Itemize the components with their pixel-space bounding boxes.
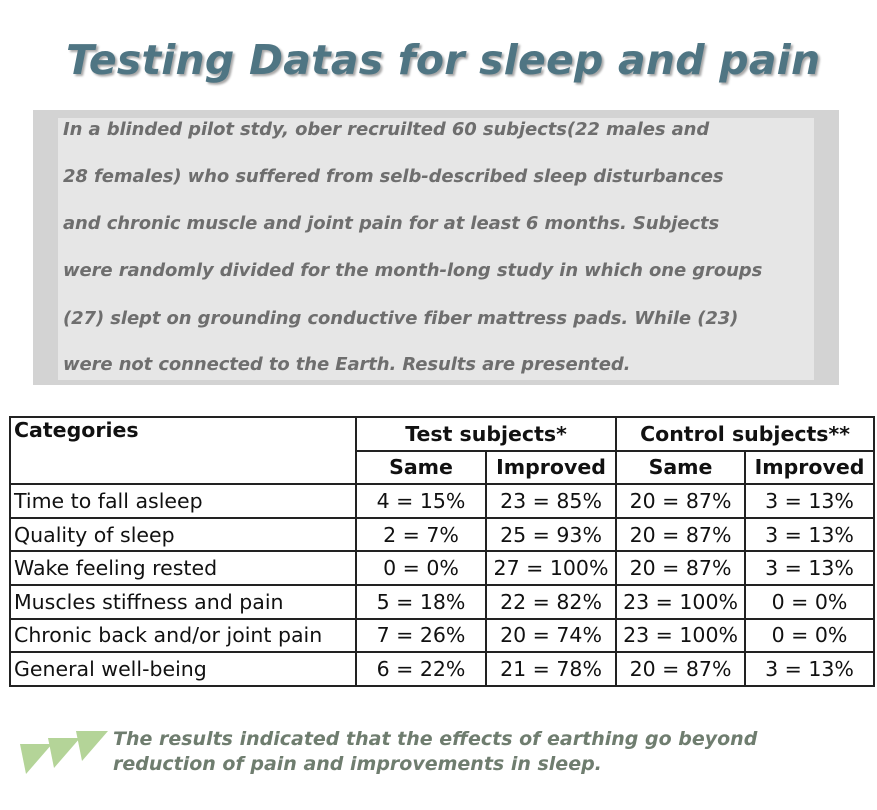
table-row: General well-being 6 = 22% 21 = 78% 20 =…	[9, 651, 876, 687]
row-category: Wake feeling rested	[9, 550, 357, 586]
row-category: Muscles stiffness and pain	[9, 583, 357, 620]
footer-note: The results indicated that the effects o…	[113, 727, 757, 777]
test-improved-cell: 20 = 74%	[484, 617, 618, 654]
table-row: Muscles stiffness and pain 5 = 18% 22 = …	[9, 583, 876, 620]
triple-arrow-icon	[20, 731, 108, 774]
control-same-cell: 20 = 87%	[615, 483, 747, 519]
control-improved-cell: 3 = 13%	[744, 550, 876, 586]
intro-line: and chronic muscle and joint pain for at…	[63, 213, 720, 234]
test-same-cell: 7 = 26%	[355, 617, 487, 654]
control-same-cell: 20 = 87%	[615, 550, 747, 586]
test-same-header: Same	[355, 449, 487, 486]
test-improved-cell: 27 = 100%	[484, 550, 618, 586]
control-same-header: Same	[615, 449, 747, 486]
control-subjects-header: Control subjects**	[615, 416, 876, 452]
control-improved-header: Improved	[744, 449, 876, 486]
table-row: Quality of sleep 2 = 7% 25 = 93% 20 = 87…	[9, 516, 876, 553]
intro-panel	[58, 118, 814, 380]
test-improved-cell: 21 = 78%	[484, 651, 618, 687]
intro-line: were randomly divided for the month-long…	[63, 260, 763, 281]
test-same-cell: 6 = 22%	[355, 651, 487, 687]
control-improved-cell: 3 = 13%	[744, 651, 876, 687]
test-same-cell: 5 = 18%	[355, 583, 487, 620]
control-improved-cell: 3 = 13%	[744, 483, 876, 519]
test-improved-header: Improved	[484, 449, 618, 486]
test-subjects-header: Test subjects*	[354, 416, 618, 452]
test-improved-cell: 23 = 85%	[484, 483, 618, 519]
table-row: Chronic back and/or joint pain 7 = 26% 2…	[9, 617, 876, 654]
row-category: General well-being	[9, 651, 357, 687]
control-improved-cell: 0 = 0%	[744, 617, 876, 654]
intro-line: (27) slept on grounding conductive fiber…	[63, 308, 739, 329]
control-same-cell: 23 = 100%	[615, 617, 747, 654]
test-improved-cell: 22 = 82%	[484, 583, 618, 620]
table-row: Time to fall asleep 4 = 15% 23 = 85% 20 …	[9, 483, 876, 519]
table-header-row: Categories Test subjects* Control subjec…	[9, 415, 876, 486]
test-same-cell: 4 = 15%	[355, 483, 487, 519]
footer-line: reduction of pain and improvements in sl…	[113, 753, 602, 775]
footer-line: The results indicated that the effects o…	[113, 728, 758, 750]
results-table: Categories Test subjects* Control subjec…	[9, 415, 876, 687]
intro-line: 28 females) who suffered from selb-descr…	[63, 166, 724, 187]
test-improved-cell: 25 = 93%	[484, 516, 618, 553]
test-same-cell: 2 = 7%	[355, 516, 487, 553]
control-improved-cell: 3 = 13%	[744, 516, 876, 553]
table-subheader-row: Same Improved Same Improved	[10, 449, 876, 486]
table-row: Wake feeling rested 0 = 0% 27 = 100% 20 …	[9, 550, 876, 586]
categories-header: Categories	[9, 415, 357, 486]
row-category: Quality of sleep	[9, 516, 357, 553]
intro-line: were not connected to the Earth. Results…	[63, 354, 631, 375]
test-same-cell: 0 = 0%	[355, 550, 487, 586]
control-same-cell: 23 = 100%	[615, 583, 747, 620]
control-same-cell: 20 = 87%	[615, 516, 747, 553]
intro-line: In a blinded pilot stdy, ober recruilted…	[63, 119, 710, 140]
control-improved-cell: 0 = 0%	[744, 583, 876, 620]
row-category: Chronic back and/or joint pain	[9, 617, 357, 654]
page-title: Testing Datas for sleep and pain	[66, 36, 821, 84]
control-same-cell: 20 = 87%	[615, 651, 747, 687]
row-category: Time to fall asleep	[9, 483, 357, 519]
